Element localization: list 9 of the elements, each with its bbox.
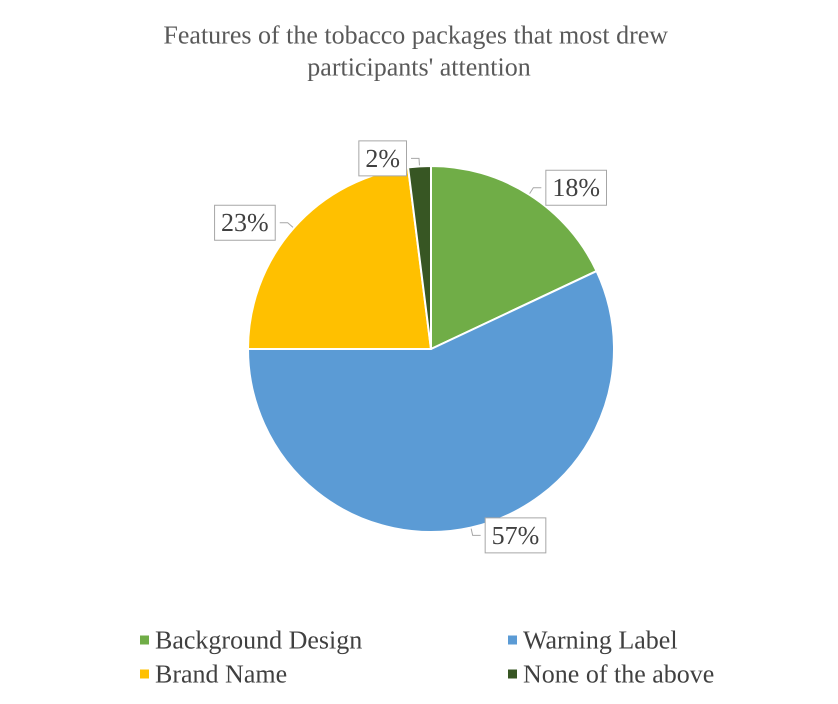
- legend-label: Background Design: [155, 626, 362, 654]
- data-label: 57%: [492, 520, 540, 550]
- data-label: 23%: [221, 208, 269, 238]
- data-label: 2%: [365, 144, 400, 173]
- legend-label: Warning Label: [523, 626, 678, 654]
- legend-label: None of the above: [523, 660, 714, 688]
- data-label: 18%: [552, 173, 600, 202]
- legend-label: Brand Name: [155, 660, 288, 688]
- chart-title: Features of the tobacco packages that most drew participants' attention: [163, 20, 675, 82]
